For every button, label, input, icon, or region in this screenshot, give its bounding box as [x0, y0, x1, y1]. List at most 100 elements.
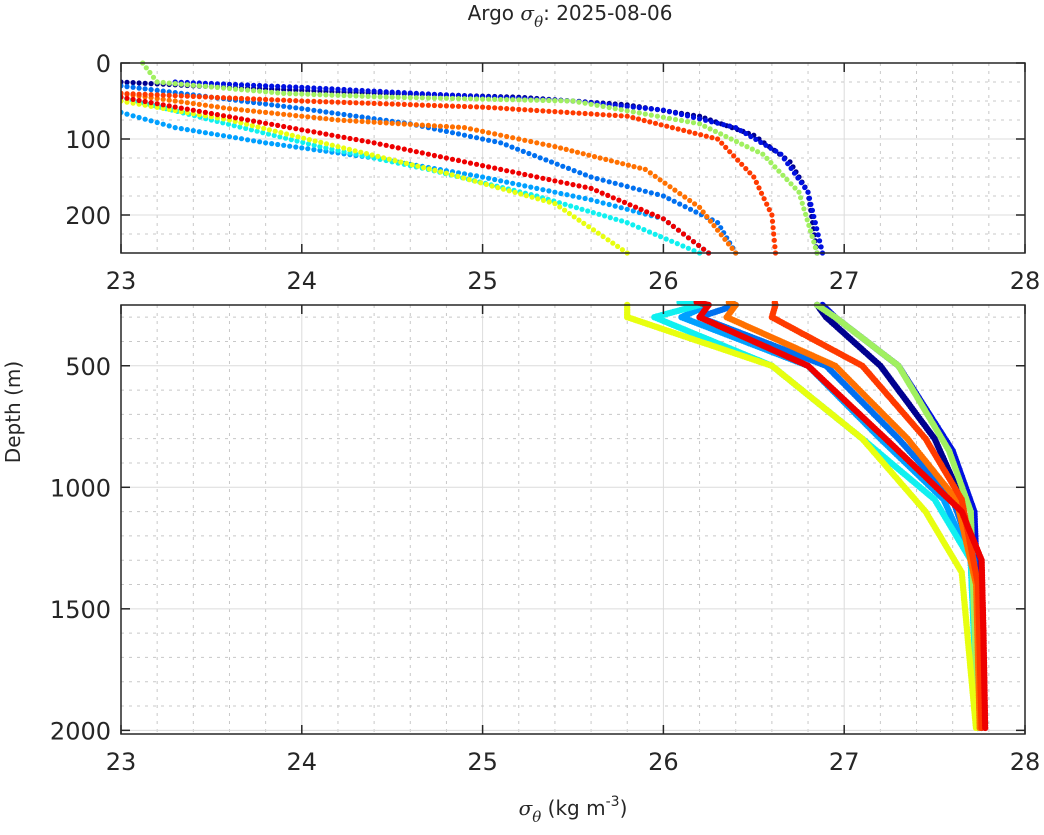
data-point [214, 112, 220, 118]
data-point [486, 130, 492, 136]
data-point [208, 131, 214, 137]
data-point [791, 170, 798, 176]
data-point [570, 110, 576, 116]
data-point [293, 144, 299, 150]
data-point [318, 139, 324, 145]
data-point [685, 235, 692, 241]
data-point [648, 112, 654, 118]
data-point [160, 96, 166, 102]
data-point [257, 109, 263, 115]
data-point [358, 149, 364, 155]
data-point [226, 106, 233, 112]
data-point [558, 109, 564, 115]
data-point [413, 95, 419, 101]
data-point [558, 98, 564, 104]
data-point [642, 188, 648, 194]
data-point [437, 92, 443, 98]
data-point [425, 122, 431, 128]
data-point [245, 87, 251, 93]
data-point [317, 147, 323, 153]
data-point [214, 132, 220, 138]
x-tick-label: 24 [287, 267, 318, 295]
data-point [232, 115, 239, 121]
data-point [407, 102, 413, 108]
data-point [431, 152, 437, 159]
data-point [294, 138, 300, 144]
data-point [299, 84, 305, 90]
data-point [764, 155, 770, 161]
data-point [564, 192, 570, 198]
data-point [184, 127, 190, 133]
data-point [510, 169, 516, 175]
data-point [715, 136, 721, 142]
data-point [574, 149, 581, 155]
data-point [748, 133, 754, 140]
data-point [254, 128, 260, 134]
data-point [335, 147, 341, 153]
data-point [582, 184, 588, 190]
data-point [154, 104, 160, 110]
data-point [124, 95, 130, 101]
data-point [590, 227, 597, 233]
data-point [642, 105, 648, 111]
data-point [383, 120, 389, 126]
data-point [657, 177, 663, 183]
data-point [317, 108, 323, 114]
data-point [232, 135, 239, 141]
data-point [260, 130, 266, 136]
data-point [202, 130, 208, 136]
data-point [671, 198, 677, 204]
data-point [594, 176, 600, 182]
data-point [263, 140, 269, 146]
data-point [581, 220, 587, 226]
data-point [718, 131, 724, 137]
data-point [588, 111, 594, 117]
data-point [684, 119, 691, 125]
data-point [461, 125, 468, 131]
data-point [619, 218, 625, 224]
data-point [788, 181, 794, 187]
data-point [664, 123, 670, 129]
data-point [662, 180, 668, 186]
data-point [723, 144, 729, 150]
data-point [231, 123, 237, 129]
data-point [389, 144, 395, 150]
data-point [284, 131, 290, 137]
data-point [347, 118, 353, 124]
data-point [395, 145, 401, 151]
data-point [747, 170, 753, 176]
data-point [300, 139, 306, 145]
data-point [472, 178, 478, 184]
data-point [419, 122, 425, 128]
data-point [299, 113, 305, 119]
data-point [558, 190, 564, 197]
data-point [620, 161, 626, 167]
data-point [245, 137, 251, 143]
data-point [546, 199, 552, 205]
data-point [655, 213, 661, 220]
data-point [649, 211, 655, 217]
data-point [299, 127, 305, 133]
data-point [532, 153, 538, 159]
data-point [317, 92, 323, 98]
data-point [287, 84, 293, 90]
data-point [383, 94, 389, 100]
data-point [148, 100, 154, 106]
data-point [691, 248, 697, 254]
data-point [467, 172, 474, 178]
data-point [432, 167, 438, 173]
data-point [386, 156, 392, 162]
data-point [295, 134, 301, 140]
data-point [594, 198, 600, 204]
data-point [461, 132, 468, 138]
data-point [389, 94, 395, 100]
data-point [335, 111, 341, 117]
data-point [287, 112, 293, 118]
data-point [579, 206, 585, 212]
data-point [480, 128, 486, 134]
upper-grid [120, 63, 1026, 253]
data-point [681, 127, 687, 133]
data-point [682, 204, 688, 210]
data-point [715, 120, 721, 126]
data-point [278, 130, 284, 136]
